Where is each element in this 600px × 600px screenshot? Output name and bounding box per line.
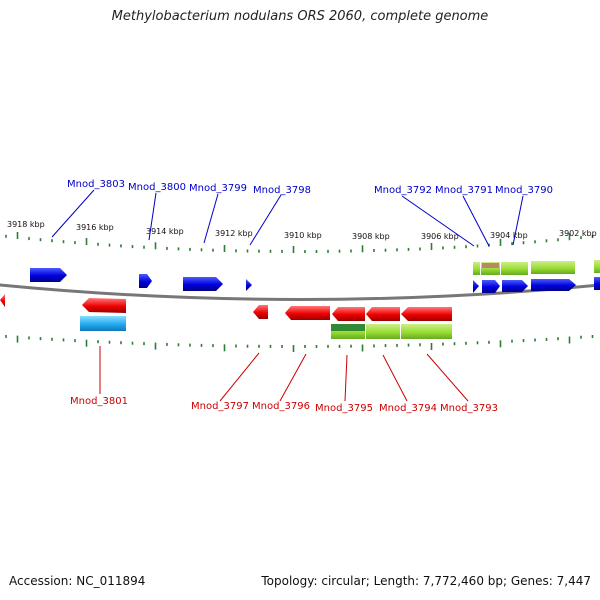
gene-label[interactable]: Mnod_3790 [495,185,553,196]
forward-gene-arrow[interactable] [139,274,152,288]
forward-gene-arrow[interactable] [594,277,600,290]
leader-line [249,194,282,246]
leader-line [512,195,524,246]
gene-label[interactable]: Mnod_3791 [435,185,493,196]
map-title: Methylobacterium nodulans ORS 2060, comp… [111,9,489,24]
reverse-gene-arrow[interactable] [253,305,268,319]
leader-line [148,192,157,241]
leader-line [462,195,490,247]
scale-label: 3912 kbp [215,229,253,238]
leader-line [279,353,307,402]
gene-label[interactable]: Mnod_3795 [315,403,373,414]
forward-gene-labels: Mnod_3803 Mnod_3800 Mnod_3799 Mnod_3798 … [67,179,553,196]
gene-label[interactable]: Mnod_3794 [379,403,437,414]
forward-domain-block[interactable] [594,260,600,273]
scale-label: 3902 kbp [559,229,597,238]
genome-backbone [0,283,600,301]
forward-gene-arrow[interactable] [30,268,67,282]
gene-label[interactable]: Mnod_3798 [253,185,311,196]
gene-label[interactable]: Mnod_3801 [70,396,128,407]
reverse-gene-arrow[interactable] [0,294,5,307]
gene-label[interactable]: Mnod_3796 [252,401,310,412]
forward-domain-block[interactable] [531,261,575,274]
forward-gene-arrow[interactable] [502,280,528,292]
forward-gene-arrow[interactable] [183,277,223,291]
forward-domain-highlight [482,263,499,268]
reverse-domain-block[interactable] [401,324,452,339]
scale-label: 3904 kbp [490,231,528,240]
gene-label[interactable]: Mnod_3799 [189,183,247,194]
inner-tick-marks [5,334,594,352]
reverse-domain-highlight [331,324,365,331]
leader-line [51,189,95,238]
scale-label: 3906 kbp [421,232,459,241]
leader-line [382,354,408,402]
forward-gene-arrow[interactable] [531,279,576,291]
reverse-gene-arrow[interactable] [82,298,126,313]
scale-label: 3908 kbp [352,232,390,241]
reverse-strand-features [0,294,452,339]
reverse-domain-block[interactable] [80,316,126,331]
reverse-gene-labels: Mnod_3801 Mnod_3797 Mnod_3796 Mnod_3795 … [70,396,498,414]
forward-domain-block[interactable] [473,262,480,275]
leader-line [219,352,260,402]
reverse-domain-block[interactable] [366,324,400,339]
scale-label: 3914 kbp [146,227,184,236]
forward-domain-block[interactable] [501,262,528,275]
leader-line [426,353,469,402]
reverse-gene-arrow[interactable] [366,307,400,321]
reverse-gene-arrow[interactable] [332,307,365,321]
forward-label-leaders [51,189,524,247]
gene-label[interactable]: Mnod_3792 [374,185,432,196]
accession-text: Accession: NC_011894 [9,574,146,588]
leader-line [344,354,348,402]
reverse-gene-arrow[interactable] [285,306,330,320]
leader-line [401,195,475,247]
scale-label: 3910 kbp [284,231,322,240]
scale-labels: 3918 kbp 3916 kbp 3914 kbp 3912 kbp 3910… [7,220,597,241]
forward-gene-arrow[interactable] [246,279,252,291]
genome-stats-text: Topology: circular; Length: 7,772,460 bp… [261,574,591,588]
gene-label[interactable]: Mnod_3793 [440,403,498,414]
reverse-label-leaders [99,346,469,402]
gene-label[interactable]: Mnod_3800 [128,182,186,193]
gene-label[interactable]: Mnod_3803 [67,179,125,190]
reverse-gene-arrow[interactable] [401,307,452,321]
forward-strand-features [30,260,600,293]
forward-gene-arrow[interactable] [473,280,479,293]
scale-label: 3918 kbp [7,220,45,229]
leader-line [203,193,219,244]
scale-label: 3916 kbp [76,223,114,232]
forward-gene-arrow[interactable] [482,280,500,293]
gene-label[interactable]: Mnod_3797 [191,401,249,412]
outer-tick-marks [5,232,594,253]
